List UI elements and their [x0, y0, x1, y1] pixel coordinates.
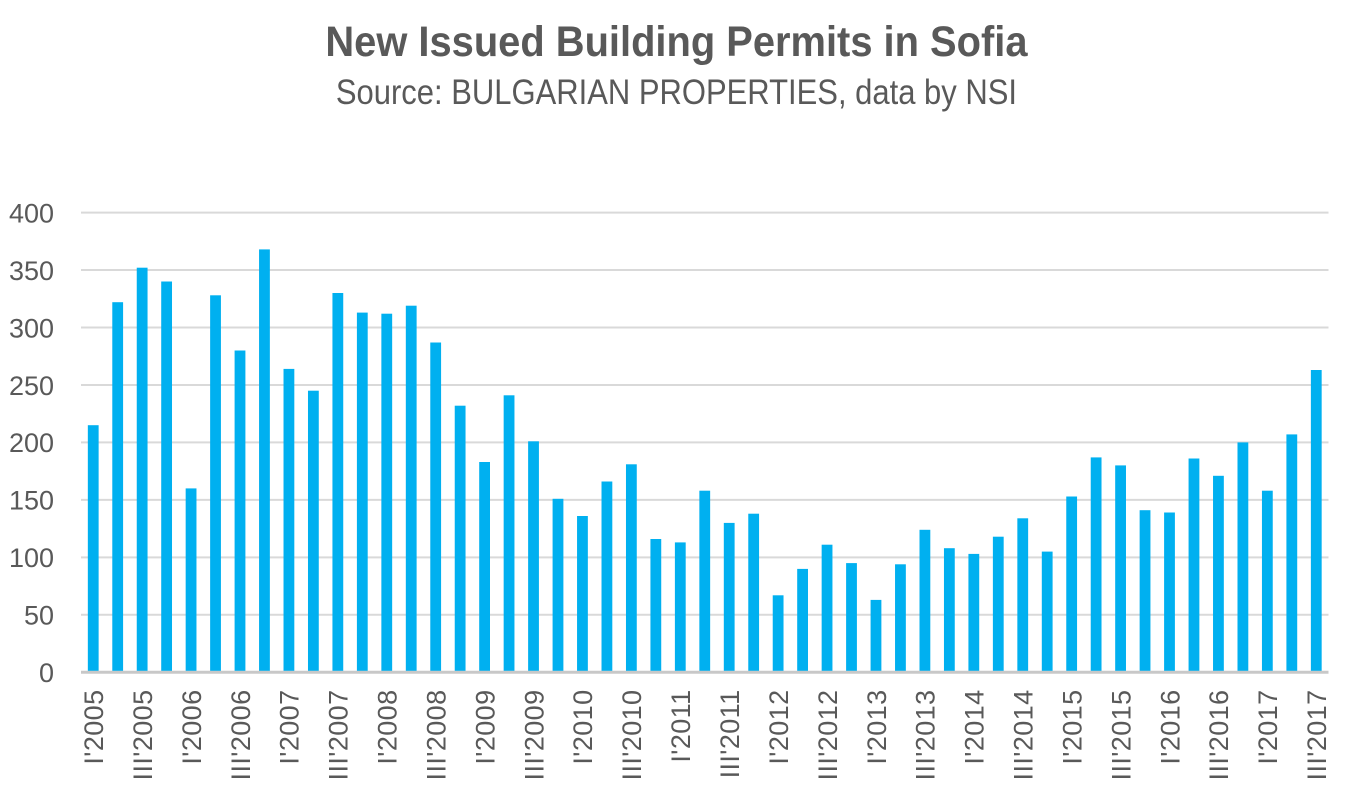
- svg-text:III'2006: III'2006: [226, 690, 256, 781]
- svg-text:150: 150: [9, 486, 54, 516]
- svg-text:I'2012: I'2012: [764, 690, 794, 765]
- svg-text:I'2007: I'2007: [275, 690, 305, 765]
- svg-text:III'2013: III'2013: [911, 689, 941, 780]
- svg-text:I'2006: I'2006: [177, 690, 207, 765]
- svg-text:III'2010: III'2010: [617, 690, 647, 781]
- svg-text:III'2005: III'2005: [128, 690, 158, 781]
- svg-text:I'2013: I'2013: [862, 690, 892, 765]
- svg-text:200: 200: [9, 428, 54, 458]
- svg-text:III'2009: III'2009: [519, 690, 549, 781]
- svg-text:100: 100: [9, 543, 54, 573]
- svg-text:III'2014: III'2014: [1009, 690, 1039, 781]
- svg-text:250: 250: [9, 371, 54, 401]
- svg-text:III'2007: III'2007: [324, 690, 354, 781]
- svg-text:III'2017: III'2017: [1302, 690, 1332, 781]
- svg-text:0: 0: [39, 658, 54, 688]
- svg-text:III'2011: III'2011: [715, 690, 745, 779]
- svg-text:III'2015: III'2015: [1106, 690, 1136, 781]
- svg-text:I'2005: I'2005: [79, 690, 109, 765]
- svg-text:III'2012: III'2012: [813, 690, 843, 781]
- svg-text:I'2016: I'2016: [1155, 690, 1185, 765]
- svg-text:I'2009: I'2009: [470, 690, 500, 765]
- svg-text:400: 400: [9, 198, 54, 228]
- svg-text:300: 300: [9, 313, 54, 343]
- svg-text:I'2017: I'2017: [1253, 690, 1283, 765]
- svg-text:III'2016: III'2016: [1204, 690, 1234, 781]
- svg-text:I'2014: I'2014: [960, 690, 990, 765]
- svg-text:I'2011: I'2011: [666, 690, 696, 763]
- svg-text:I'2008: I'2008: [373, 690, 403, 765]
- svg-text:I'2015: I'2015: [1058, 690, 1088, 765]
- svg-text:350: 350: [9, 256, 54, 286]
- svg-text:III'2008: III'2008: [422, 690, 452, 781]
- svg-text:I'2010: I'2010: [568, 690, 598, 765]
- svg-text:50: 50: [24, 601, 54, 631]
